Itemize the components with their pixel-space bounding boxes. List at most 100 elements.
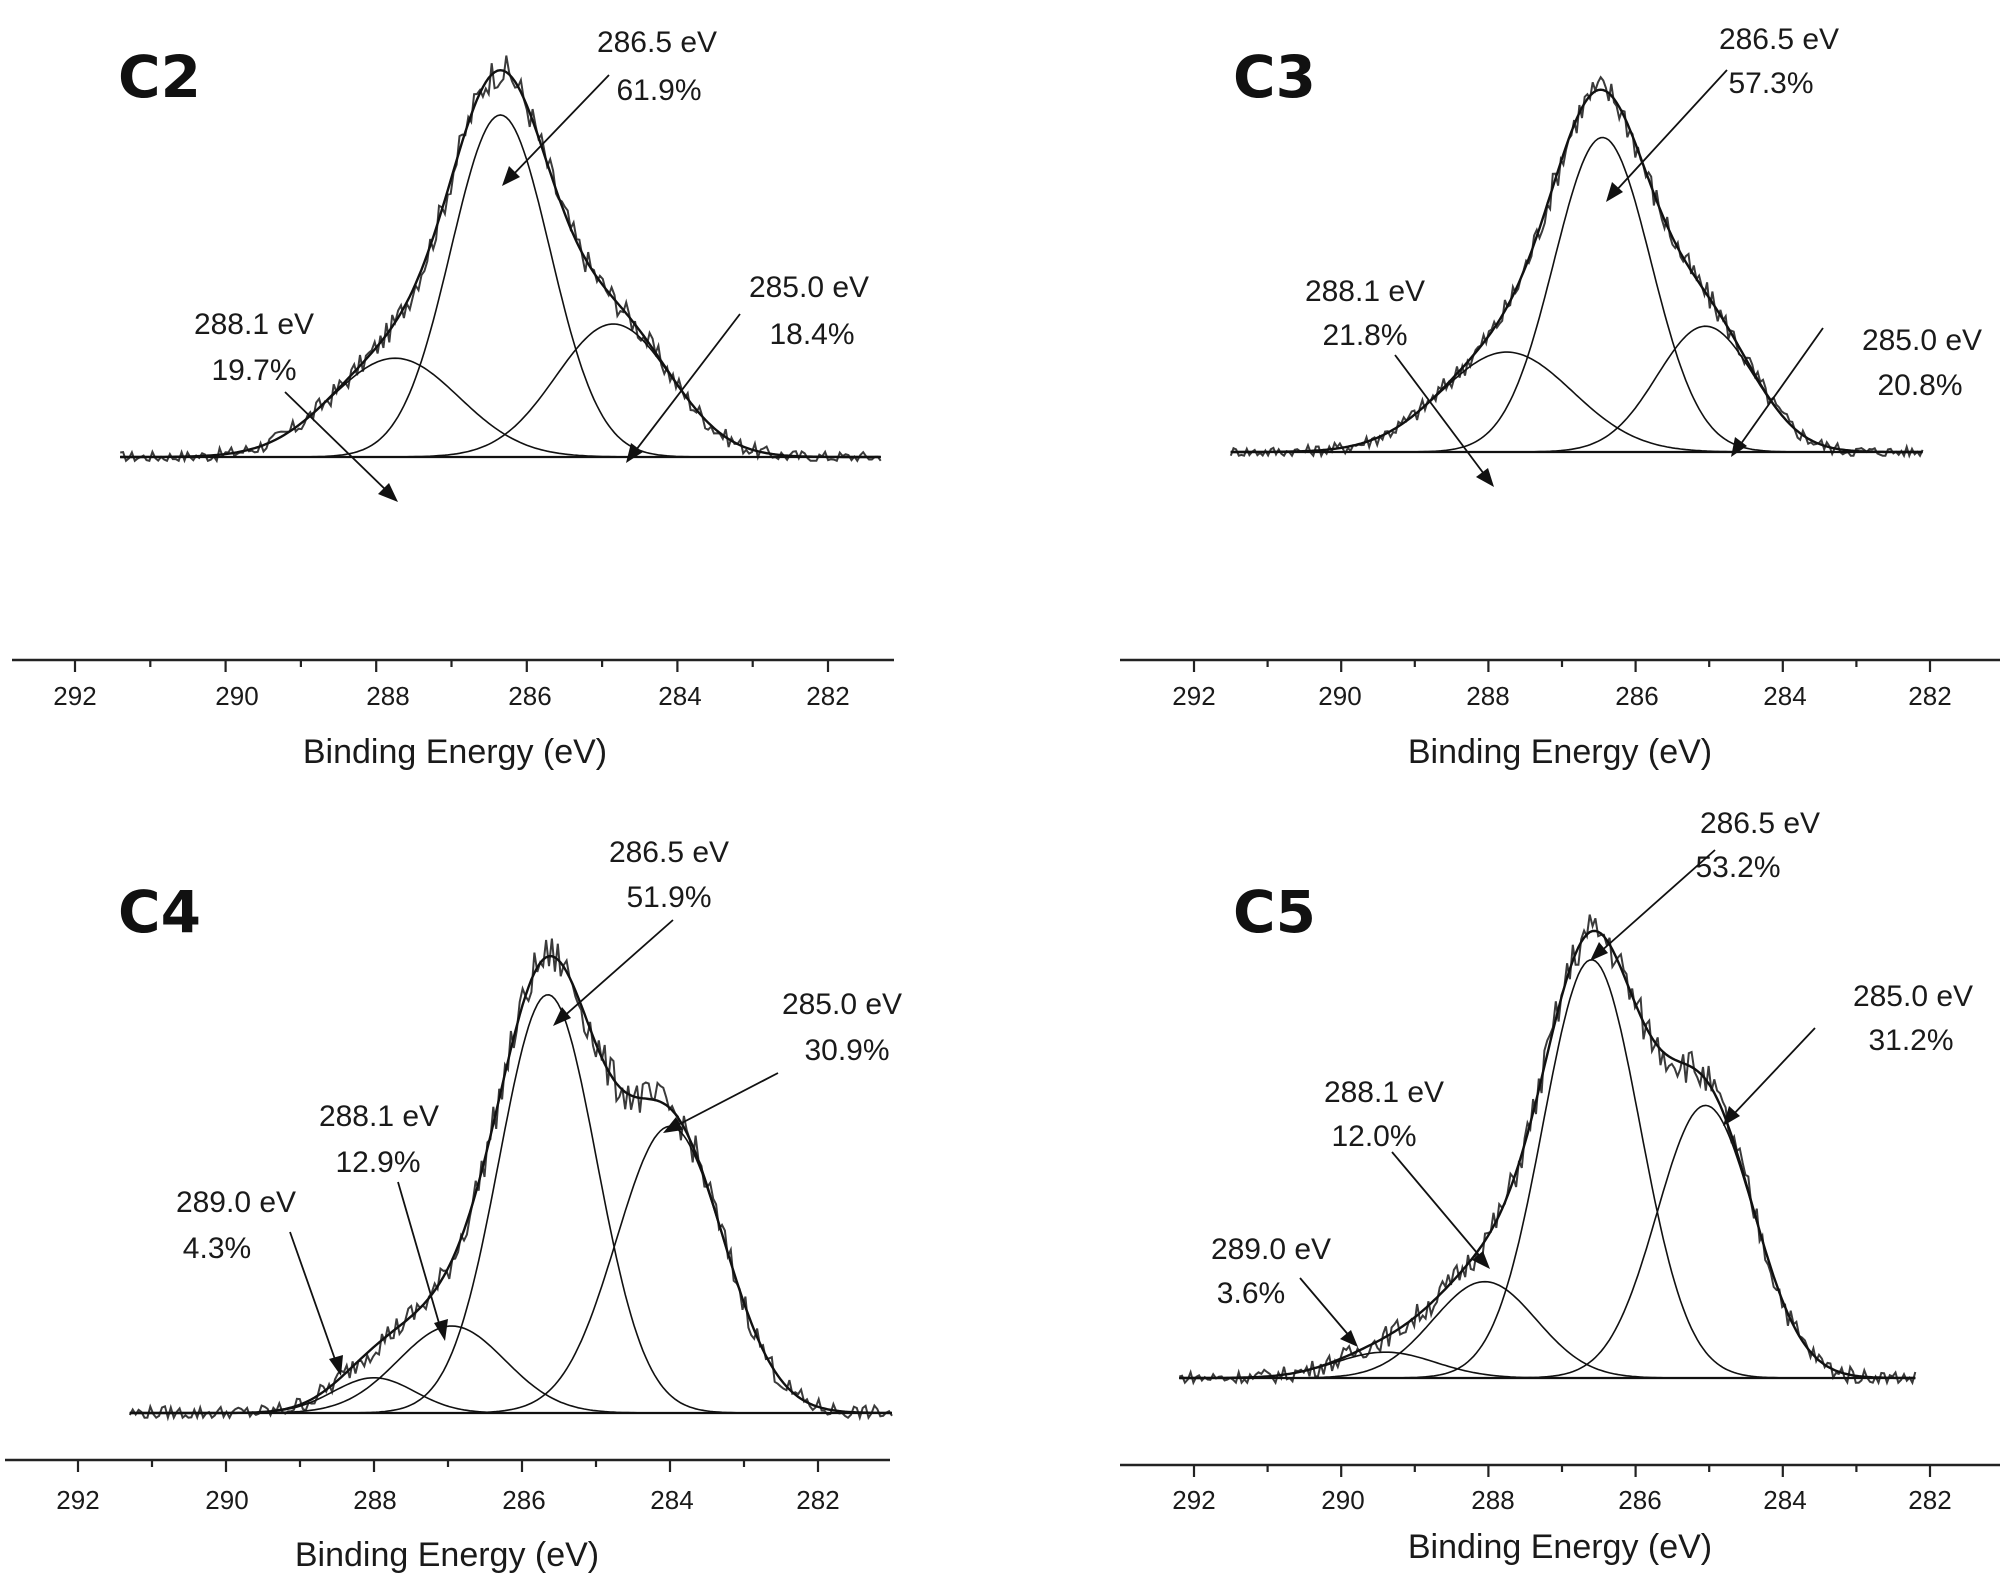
annotation-energy: 288.1 eV — [1305, 275, 1425, 308]
annotation-arrow — [509, 74, 610, 179]
x-tick-label: 282 — [1908, 1485, 1951, 1515]
annotation-percent: 31.2% — [1868, 1024, 1953, 1057]
x-tick-label: 284 — [1763, 1485, 1806, 1515]
annotation-percent: 21.8% — [1322, 319, 1407, 352]
panel-label: C4 — [118, 878, 201, 946]
fit-envelope — [120, 68, 881, 459]
raw-spectrum — [1229, 75, 1924, 459]
panel-c2: C2 292 290 288 286 284 282 Binding Energ… — [12, 26, 894, 771]
annotation-percent: 57.3% — [1728, 67, 1813, 100]
arrowhead — [1723, 1106, 1740, 1126]
annotation-arrow — [673, 1072, 779, 1128]
x-tick-label: 286 — [1615, 681, 1658, 711]
peak-component-285-0 — [129, 1125, 892, 1414]
x-axis-ticks — [76, 1460, 820, 1472]
arrowhead — [502, 166, 520, 186]
x-tick-label: 290 — [215, 681, 258, 711]
annotation-energy: 286.5 eV — [609, 836, 729, 869]
x-tick-label: 286 — [1618, 1485, 1661, 1515]
annotation-energy: 288.1 eV — [1324, 1076, 1444, 1109]
x-axis-title: Binding Energy (eV) — [303, 733, 607, 771]
panel-label: C2 — [118, 43, 201, 111]
x-axis-title: Binding Energy (eV) — [1408, 733, 1712, 771]
x-tick-label: 292 — [53, 681, 96, 711]
arrowhead — [663, 1117, 683, 1133]
annotation-percent: 12.9% — [335, 1146, 420, 1179]
arrowhead — [1340, 1330, 1358, 1347]
annotation-arrow — [561, 919, 674, 1019]
annotation-arrow — [1613, 69, 1728, 194]
annotation-energy: 286.5 eV — [597, 26, 717, 59]
x-tick-label: 290 — [1318, 681, 1361, 711]
annotation-percent: 51.9% — [626, 881, 711, 914]
annotation-percent: 53.2% — [1695, 851, 1780, 884]
annotation-arrow — [1391, 1151, 1484, 1261]
panel-c3: C3 292 290 288 286 284 282 Binding Energ… — [1120, 23, 2000, 771]
annotation-energy: 285.0 eV — [749, 271, 869, 304]
arrowhead — [1472, 1251, 1490, 1269]
annotation-arrow — [284, 391, 391, 495]
arrowhead — [1590, 942, 1608, 961]
arrowhead — [1731, 437, 1747, 457]
arrowhead — [1476, 468, 1494, 487]
x-tick-label: 292 — [56, 1485, 99, 1515]
arrowhead — [626, 443, 643, 463]
x-tick-label: 290 — [205, 1485, 248, 1515]
x-tick-label: 286 — [508, 681, 551, 711]
annotation-percent: 4.3% — [183, 1232, 251, 1265]
annotation-energy: 285.0 eV — [1853, 980, 1973, 1013]
annotation-percent: 19.7% — [211, 354, 296, 387]
x-tick-label: 292 — [1172, 1485, 1215, 1515]
panel-label: C3 — [1233, 43, 1316, 111]
annotation-percent: 18.4% — [769, 318, 854, 351]
x-tick-label: 284 — [650, 1485, 693, 1515]
x-tick-label: 286 — [502, 1485, 545, 1515]
fit-envelope — [129, 955, 892, 1415]
annotation-energy: 288.1 eV — [194, 308, 314, 341]
x-tick-label: 282 — [796, 1485, 839, 1515]
fit-envelope — [1179, 929, 1916, 1380]
fit-envelope — [1230, 88, 1923, 454]
arrowhead — [378, 483, 398, 502]
annotation-percent: 12.0% — [1331, 1120, 1416, 1153]
peak-component-288-1 — [1179, 1280, 1916, 1379]
annotation-percent: 20.8% — [1877, 369, 1962, 402]
annotation-arrow — [1737, 327, 1824, 449]
annotation-energy: 285.0 eV — [782, 988, 902, 1021]
x-tick-label: 284 — [658, 681, 701, 711]
x-tick-label: 288 — [1466, 681, 1509, 711]
peak-component-285-0 — [120, 323, 881, 458]
annotation-energy: 289.0 eV — [1211, 1233, 1331, 1266]
peak-component-288-1 — [1230, 351, 1923, 453]
annotation-energy: 289.0 eV — [176, 1186, 296, 1219]
peak-component-288-1 — [129, 1325, 892, 1414]
annotation-energy: 288.1 eV — [319, 1100, 439, 1133]
x-tick-label: 292 — [1172, 681, 1215, 711]
x-axis-title: Binding Energy (eV) — [295, 1536, 599, 1574]
annotation-arrow — [632, 313, 741, 455]
x-axis-ticks — [1192, 660, 1932, 672]
annotation-arrow — [397, 1181, 442, 1331]
peak-component-286-5 — [1179, 958, 1916, 1379]
annotation-arrow — [289, 1231, 338, 1366]
arrowhead — [434, 1319, 448, 1341]
x-axis-ticks — [73, 660, 830, 672]
annotation-percent: 61.9% — [616, 74, 701, 107]
annotation-percent: 3.6% — [1217, 1277, 1285, 1310]
x-tick-label: 288 — [366, 681, 409, 711]
x-tick-label: 288 — [353, 1485, 396, 1515]
annotation-arrow — [1730, 1027, 1816, 1118]
x-tick-label: 284 — [1763, 681, 1806, 711]
arrowhead — [553, 1007, 571, 1026]
raw-spectrum — [1178, 914, 1917, 1386]
raw-spectrum — [120, 55, 882, 464]
panel-c5: C5 292 290 288 286 284 282 Binding Energ… — [1120, 807, 2000, 1566]
panel-label: C5 — [1233, 878, 1316, 946]
x-tick-label: 288 — [1471, 1485, 1514, 1515]
x-axis-title: Binding Energy (eV) — [1408, 1528, 1712, 1566]
raw-spectrum — [128, 938, 893, 1422]
annotation-percent: 30.9% — [804, 1034, 889, 1067]
panel-c4: C4 292 290 288 286 284 282 Binding Energ… — [5, 836, 902, 1574]
arrowhead — [1606, 182, 1623, 202]
